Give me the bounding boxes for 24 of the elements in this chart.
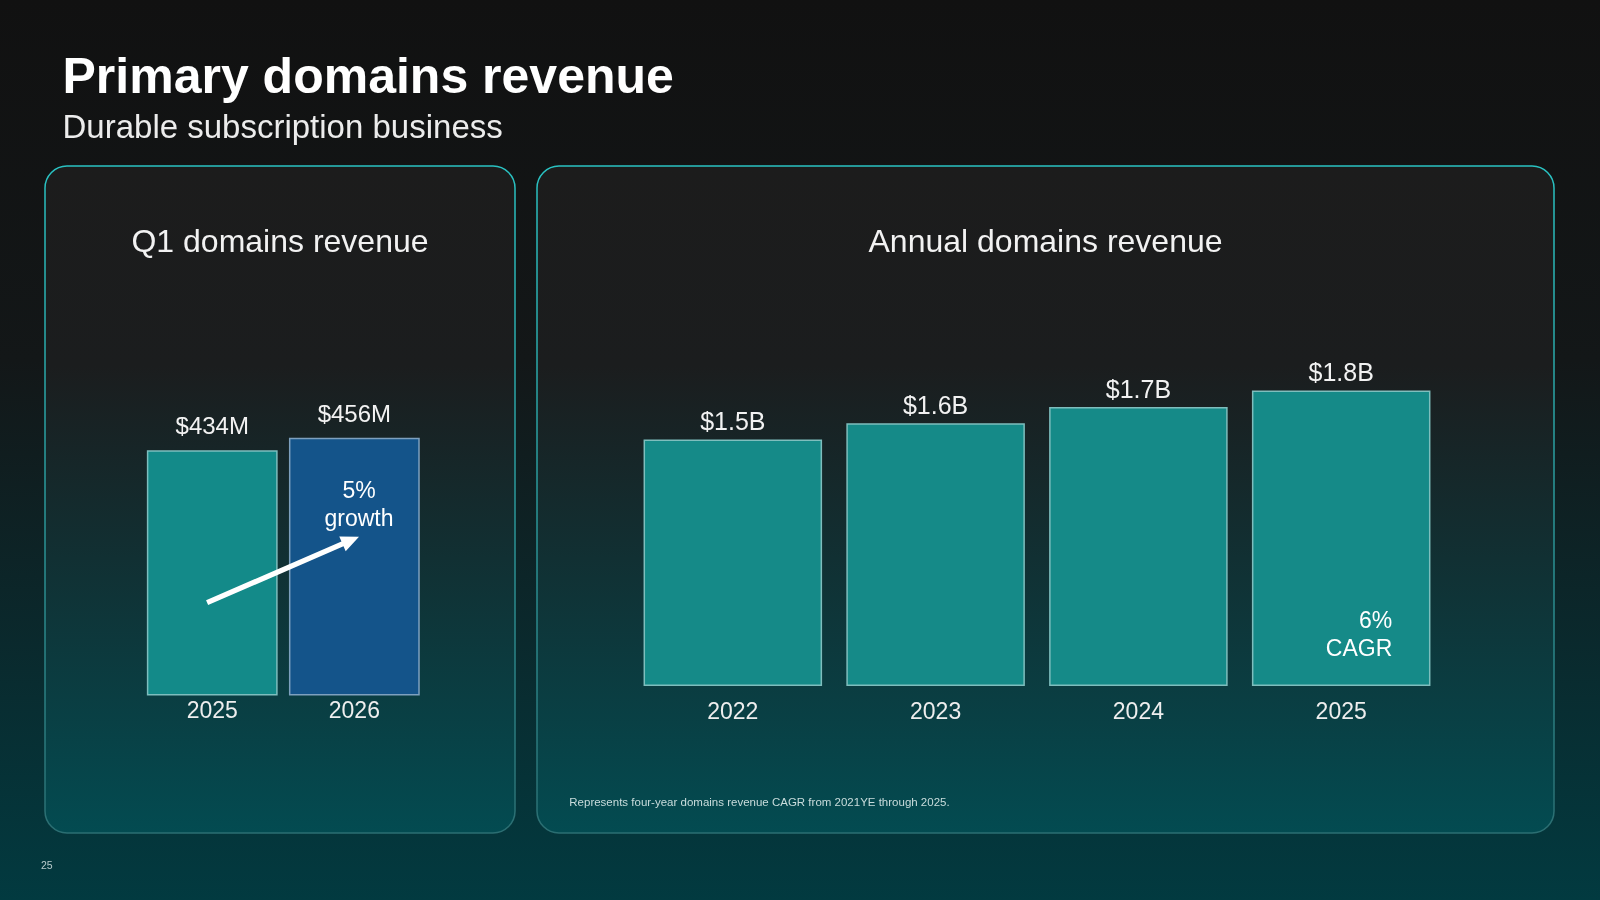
bar (846, 423, 1025, 687)
x-tick-label: 2025 (1315, 698, 1367, 725)
text: 25 (41, 859, 53, 871)
x-tick-label: 2024 (1112, 698, 1165, 725)
x-tick-label: 2022 (707, 698, 759, 725)
bar (1251, 390, 1431, 687)
annotation: 6% CAGR (1325, 606, 1393, 661)
text: Primary domains revenue (62, 47, 674, 104)
data-label: $1.6B (902, 390, 969, 419)
text: Durable subscription business (62, 108, 503, 146)
chart-title: Q1 domains revenue (131, 223, 429, 260)
data-label: $456M (317, 399, 392, 427)
x-tick-label: 2025 (186, 696, 238, 723)
x-tick-label: 2023 (910, 698, 962, 725)
bar (643, 439, 823, 687)
x-tick-label: 2026 (328, 696, 380, 723)
data-label: $1.5B (700, 407, 766, 436)
annotation: 5% growth (324, 476, 394, 531)
text: Represents four-year domains revenue CAGR from 2021YE through 2025. (569, 795, 950, 808)
data-label: $1.7B (1105, 374, 1172, 403)
chart-title: Annual domains revenue (868, 223, 1223, 260)
bar (1049, 406, 1228, 687)
data-label: $1.8B (1308, 358, 1374, 387)
data-label: $434M (175, 411, 249, 439)
